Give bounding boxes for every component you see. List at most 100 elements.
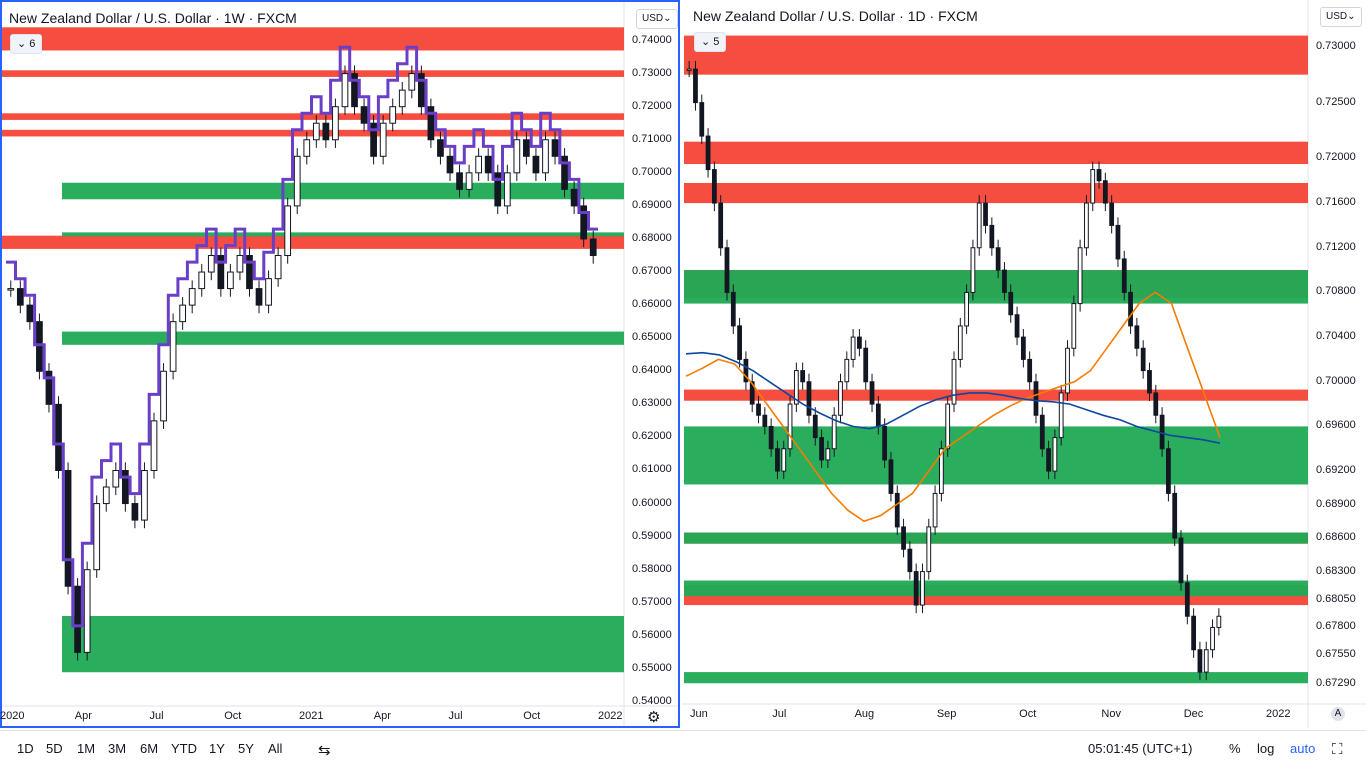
candle [465, 172, 473, 190]
moving-average-line [685, 351, 1221, 444]
indicator-collapse-badge[interactable]: ⌄ 5 [694, 32, 727, 52]
price-tick-label: 0.72000 [1316, 151, 1356, 164]
candle [1121, 258, 1127, 293]
candle [150, 420, 158, 471]
time-tick-label: Aug [854, 708, 875, 720]
candle [1090, 169, 1096, 204]
price-tick-label: 0.66000 [632, 298, 672, 311]
supply-zone [2, 113, 624, 120]
weekly-chart-canvas[interactable] [2, 2, 678, 726]
candle [850, 336, 856, 360]
auto-scale-icon[interactable]: A [1331, 707, 1345, 721]
price-tick-label: 0.68300 [1316, 564, 1356, 577]
candle [408, 73, 416, 91]
candle [83, 569, 91, 653]
range-button-6m[interactable]: 6M [140, 741, 159, 756]
candle [1147, 370, 1152, 394]
range-button-5y[interactable]: 5Y [238, 741, 254, 756]
candle [711, 169, 717, 204]
percent-toggle[interactable]: % [1229, 741, 1241, 756]
range-button-1y[interactable]: 1Y [209, 741, 225, 756]
demand-zone [62, 616, 624, 673]
clock[interactable]: 05:01:45 (UTC+1) [1088, 741, 1193, 756]
candle [227, 271, 234, 290]
weekly-chart-pane[interactable]: New Zealand Dollar / U.S. Dollar · 1W · … [0, 0, 680, 728]
candle [179, 304, 187, 323]
candle [1065, 347, 1070, 394]
candle [322, 122, 330, 141]
currency-button[interactable]: USD⌄ [636, 9, 678, 29]
candle [762, 414, 768, 427]
log-toggle[interactable]: log [1257, 741, 1275, 756]
candle [1166, 448, 1171, 494]
supply-zone [684, 182, 1308, 204]
candle [561, 155, 568, 190]
candle [1084, 202, 1089, 249]
candle [274, 255, 282, 280]
gear-icon[interactable]: ⚙ [647, 709, 661, 726]
price-tick-label: 0.67290 [1316, 677, 1356, 690]
supply-zone [684, 141, 1308, 164]
time-tick-label: 2020 [0, 710, 25, 722]
price-tick-label: 0.68050 [1316, 592, 1356, 605]
daily-chart-canvas[interactable] [682, 0, 1366, 728]
supply-zone [684, 389, 1308, 401]
indicator-collapse-badge[interactable]: ⌄ 6 [10, 34, 43, 54]
candle [542, 139, 549, 174]
candle [1172, 492, 1178, 539]
range-button-1d[interactable]: 1D [17, 741, 34, 756]
demand-zone [62, 182, 624, 200]
candle [26, 304, 34, 323]
price-tick-label: 0.71200 [1316, 240, 1356, 253]
candle [932, 492, 938, 528]
price-tick-label: 0.61000 [632, 463, 672, 476]
candle [198, 271, 206, 290]
time-tick-label: Jul [448, 710, 463, 722]
candle [724, 247, 730, 293]
auto-toggle[interactable]: auto [1290, 741, 1316, 756]
candle [102, 486, 110, 505]
candle [169, 321, 177, 372]
candle [484, 155, 492, 174]
currency-label: USD [642, 13, 664, 24]
price-tick-label: 0.63000 [632, 397, 672, 410]
candle [819, 437, 824, 461]
time-tick-label: Nov [1101, 708, 1121, 720]
candle [398, 89, 406, 108]
fullscreen-icon[interactable]: ⛶ [1332, 741, 1343, 758]
candle [1046, 448, 1051, 472]
range-button-ytd[interactable]: YTD [171, 741, 197, 756]
candle [121, 469, 129, 505]
price-tick-label: 0.67800 [1316, 620, 1356, 633]
range-button-all[interactable]: All [268, 741, 283, 756]
candle [1027, 358, 1033, 383]
candle [360, 106, 368, 124]
demand-zone [684, 270, 1308, 304]
price-tick-label: 0.56000 [632, 628, 672, 641]
price-tick-label: 0.70000 [632, 165, 672, 178]
time-tick-label: Oct [1019, 708, 1037, 720]
candle [303, 139, 311, 157]
price-tick-label: 0.59000 [632, 529, 672, 542]
price-tick-label: 0.55000 [632, 661, 672, 674]
price-tick-label: 0.70000 [1316, 374, 1356, 387]
currency-label: USD [1326, 11, 1348, 22]
daily-chart-pane[interactable]: New Zealand Dollar / U.S. Dollar · 1D · … [682, 0, 1366, 728]
range-button-1m[interactable]: 1M [77, 741, 96, 756]
date-range-icon[interactable]: ⇆ [318, 742, 331, 759]
candle [920, 571, 925, 606]
candle [255, 288, 263, 306]
time-tick-label: Jul [772, 708, 787, 720]
currency-button[interactable]: USD⌄ [1320, 7, 1362, 27]
candle [1096, 169, 1102, 182]
candle [844, 358, 850, 383]
price-tick-label: 0.65000 [632, 331, 672, 344]
demand-zone [684, 532, 1308, 544]
candle [775, 448, 780, 472]
time-tick-label: 2021 [299, 710, 324, 722]
indicator-count: 6 [29, 38, 36, 50]
range-button-5d[interactable]: 5D [46, 741, 63, 756]
price-tick-label: 0.68000 [632, 231, 672, 244]
range-button-3m[interactable]: 3M [108, 741, 127, 756]
candle [995, 247, 1001, 271]
